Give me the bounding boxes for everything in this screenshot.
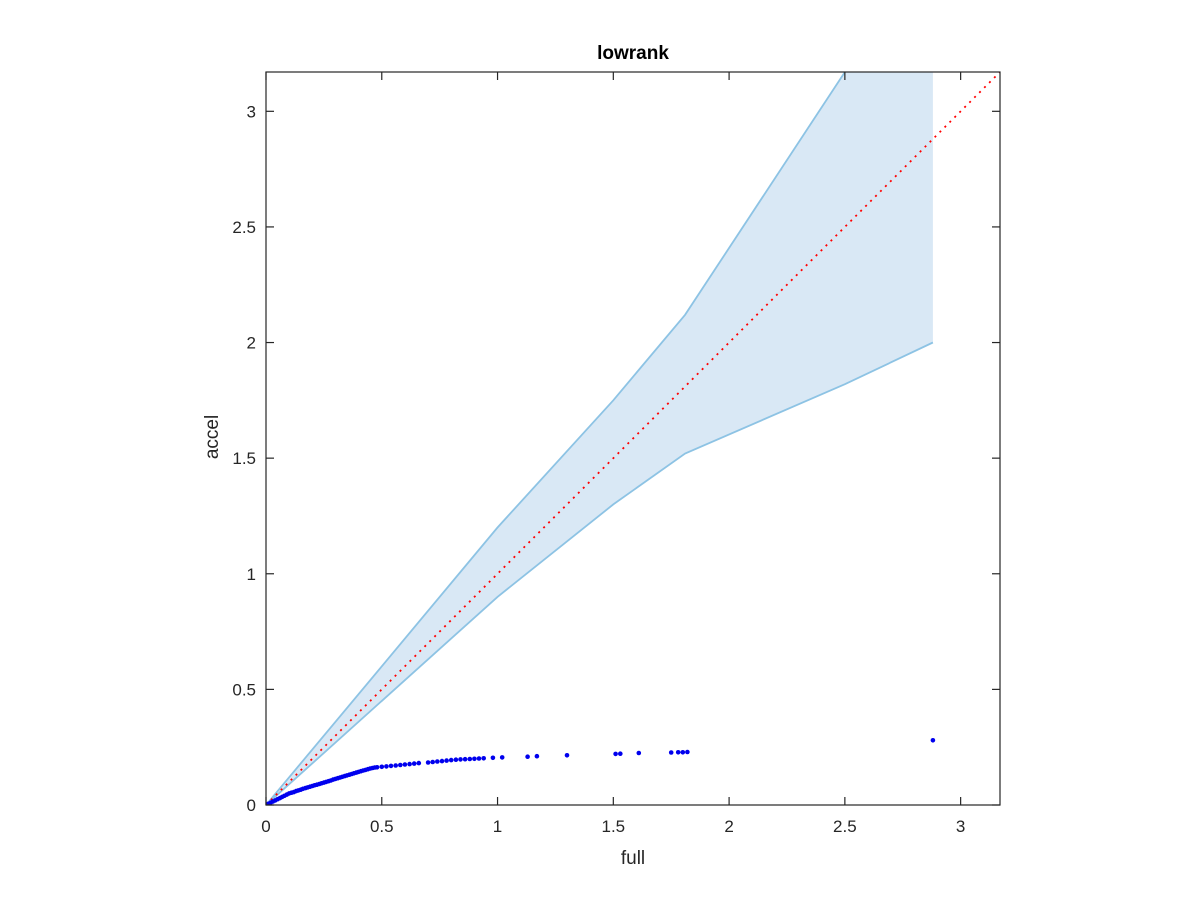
data-point [481, 756, 487, 761]
band-upper-edge [266, 72, 846, 805]
data-point [636, 750, 642, 756]
y-tick-label: 2 [247, 334, 256, 353]
data-point [402, 762, 408, 767]
data-point [411, 761, 417, 766]
data-point [476, 756, 482, 761]
x-tick-label: 0.5 [370, 817, 394, 836]
x-tick-label: 1.5 [601, 817, 625, 836]
data-point [458, 757, 463, 762]
band-lower-edge [266, 341, 934, 805]
y-tick-label: 1 [247, 565, 256, 584]
data-point [675, 750, 681, 755]
data-point [430, 759, 436, 765]
data-point [499, 755, 505, 760]
data-point [393, 763, 399, 768]
data-point [467, 756, 473, 762]
data-point [685, 749, 690, 755]
data-point [462, 756, 468, 762]
data-point [534, 753, 540, 759]
plot-area: 0 0.5 1 1.5 2 2.5 3 0 0.5 1 1.5 2 2.5 3 [232, 71, 1001, 836]
plot-clip-group [266, 72, 1000, 805]
data-point [384, 764, 389, 769]
x-tick-label: 0 [261, 817, 270, 836]
confidence-band [266, 72, 933, 805]
y-axis-label: accel [202, 415, 223, 459]
x-tick-label: 2 [724, 817, 733, 836]
data-point [435, 759, 440, 764]
y-tick-label: 0.5 [232, 680, 256, 699]
data-point [453, 757, 459, 762]
data-point [668, 750, 674, 755]
data-point [388, 763, 394, 769]
data-point [444, 758, 449, 763]
chart-title: lowrank [597, 43, 669, 64]
data-point [379, 764, 385, 770]
x-tick-label: 3 [956, 817, 965, 836]
x-tick-label: 1 [493, 817, 502, 836]
x-tick-label: 2.5 [833, 817, 857, 836]
data-point [398, 762, 403, 768]
data-point [425, 760, 431, 765]
y-tick-label: 1.5 [232, 449, 256, 468]
data-point [930, 738, 936, 743]
data-point [439, 758, 445, 764]
y-tick-label: 2.5 [232, 218, 256, 237]
y-tick-label: 0 [247, 796, 256, 815]
data-point [564, 753, 570, 758]
data-point [407, 761, 412, 767]
data-point [448, 757, 454, 763]
data-point [680, 750, 686, 755]
data-point [613, 751, 618, 757]
data-point [490, 755, 496, 761]
data-point [374, 765, 380, 770]
x-axis-label: full [621, 848, 645, 869]
data-point [416, 760, 422, 766]
data-point [618, 751, 623, 756]
axes-box [265, 71, 1001, 806]
data-point [525, 754, 530, 759]
reference-diagonal-line [266, 72, 1000, 805]
y-tick-label: 3 [247, 102, 256, 121]
data-point [472, 756, 477, 762]
